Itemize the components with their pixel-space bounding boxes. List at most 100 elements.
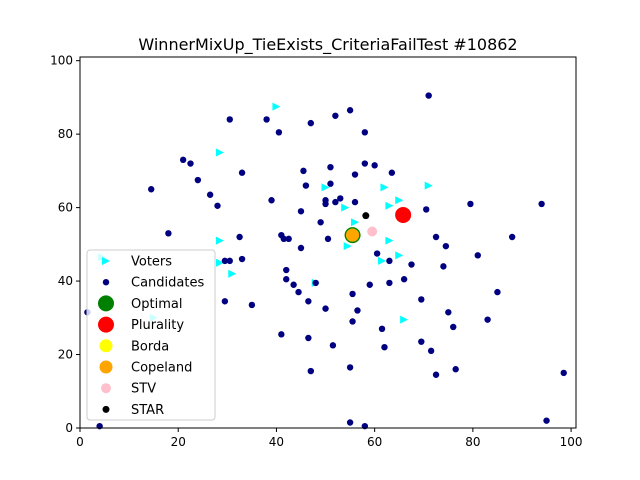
legend-label-star: STAR (131, 403, 164, 418)
candidate-point (221, 298, 229, 305)
stv-point (367, 226, 378, 237)
candidate-point (300, 167, 307, 175)
candidate-point (302, 182, 310, 189)
legend: Voters Candidates Optimal Plurality Borda Cop… (86, 249, 216, 421)
candidate-point (194, 176, 202, 184)
plurality-point (395, 206, 412, 223)
candidate-point (148, 186, 155, 193)
voter-point (343, 242, 352, 251)
y-tick-label: 100 (50, 54, 73, 68)
legend-label-stv: STV (131, 382, 156, 397)
legend-marker-borda (99, 339, 113, 353)
plot-frame (79, 56, 577, 429)
legend-marker-optimal (98, 295, 114, 312)
candidate-point (508, 233, 516, 241)
legend-box (86, 249, 216, 421)
voter-point (215, 258, 224, 267)
candidate-point (297, 208, 305, 215)
candidate-point (332, 198, 339, 206)
candidate-point (305, 298, 312, 305)
voter-point (378, 256, 387, 265)
candidate-point (346, 364, 354, 371)
candidate-point (236, 233, 243, 241)
legend-marker-stv (101, 383, 111, 394)
candidate-point (307, 367, 315, 375)
voter-point (351, 218, 360, 227)
voter-point (228, 269, 237, 278)
candidate-point (221, 257, 229, 265)
candidate-point (427, 347, 435, 355)
candidate-point (373, 250, 381, 257)
candidate-point (543, 417, 550, 424)
voter-point (395, 196, 404, 205)
voter-point (215, 236, 224, 245)
candidate-point (278, 331, 285, 338)
candidate-point (432, 233, 440, 241)
voter-point (385, 236, 394, 245)
candidate-point (206, 191, 214, 198)
candidate-point (327, 180, 334, 187)
candidate-point (445, 309, 452, 316)
voter-point (341, 203, 350, 212)
candidate-point (440, 263, 447, 270)
candidate-point (452, 366, 459, 373)
voter-point (215, 148, 224, 157)
legend-label-voter: Voters (131, 255, 172, 270)
candidate-point (297, 244, 305, 252)
candidate-point (187, 160, 194, 167)
candidate-point (408, 261, 415, 268)
candidate-point (351, 171, 359, 178)
candidate-point (214, 202, 221, 209)
candidate-point (351, 198, 359, 206)
candidate-point (332, 112, 339, 119)
legend-label-plurality: Plurality (131, 318, 184, 333)
legend-label-copeland: Copeland (131, 361, 192, 376)
y-tick-label: 40 (58, 274, 73, 288)
candidate-point (327, 163, 334, 171)
candidate-point (349, 290, 356, 298)
candidate-point (179, 156, 187, 164)
legend-label-optimal: Optimal (131, 297, 182, 312)
candidate-point (317, 219, 324, 226)
legend-marker-voter (102, 257, 110, 265)
y-tick-label: 60 (58, 201, 73, 215)
x-tick-label: 20 (171, 435, 186, 449)
candidate-point (346, 419, 354, 426)
candidate-point (366, 281, 373, 288)
candidate-point (238, 255, 246, 263)
voter-point (400, 315, 409, 324)
candidate-point (400, 276, 408, 283)
voter-point (321, 183, 330, 192)
candidate-point (538, 200, 545, 208)
candidate-point (280, 235, 288, 243)
candidate-point (450, 323, 457, 331)
candidate-point (263, 116, 270, 123)
candidate-point (418, 296, 425, 303)
candidate-point (226, 116, 233, 123)
candidate-point (268, 197, 275, 204)
copeland-point (346, 228, 360, 242)
star-point (362, 212, 370, 220)
x-tick-label: 100 (560, 435, 583, 449)
candidate-point (386, 279, 393, 287)
voter-point (424, 181, 433, 190)
voter-point (395, 251, 404, 260)
x-tick-label: 40 (269, 435, 284, 449)
voter-point (272, 102, 281, 111)
legend-marker-copeland (99, 360, 113, 374)
voter-point (385, 201, 394, 210)
candidate-point (418, 338, 425, 345)
candidate-point (378, 325, 386, 333)
candidate-point (324, 235, 332, 243)
candidate-point (295, 288, 302, 296)
candidate-point (312, 279, 319, 287)
candidate-point (388, 169, 396, 176)
legend-marker-plurality (98, 316, 114, 333)
candidate-point (474, 252, 481, 259)
legend-marker-star (102, 405, 110, 413)
data-points (84, 92, 567, 430)
candidate-point (165, 230, 172, 237)
candidate-point (329, 342, 337, 349)
candidate-point (354, 307, 361, 314)
candidate-point (346, 107, 354, 114)
